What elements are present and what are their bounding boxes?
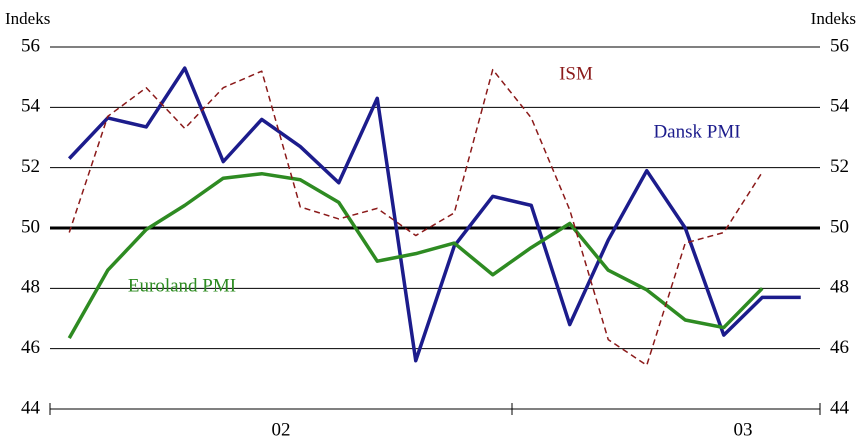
y2-tick-label: 48 bbox=[830, 277, 849, 298]
y-tick-label: 52 bbox=[21, 156, 40, 177]
y-tick-label: 56 bbox=[21, 35, 40, 56]
x-tick-label: 02 bbox=[272, 419, 291, 437]
series-label: ISM bbox=[559, 63, 593, 84]
x-tick-label: 03 bbox=[734, 419, 753, 437]
series-line bbox=[67, 66, 801, 363]
y-tick-label: 50 bbox=[21, 216, 40, 237]
y-tick-label: 46 bbox=[21, 337, 40, 358]
y-tick-label: 48 bbox=[21, 277, 40, 298]
y-tick-label: 54 bbox=[21, 96, 41, 117]
y2-tick-label: 46 bbox=[830, 337, 849, 358]
y2-tick-label: 50 bbox=[830, 216, 849, 237]
series-line bbox=[68, 68, 763, 367]
y-axis-title: Indeks bbox=[5, 9, 50, 28]
series-label: Dansk PMI bbox=[653, 121, 740, 142]
y2-tick-label: 52 bbox=[830, 156, 849, 177]
series-line bbox=[67, 171, 764, 339]
y2-tick-label: 44 bbox=[830, 397, 850, 418]
y2-tick-label: 54 bbox=[830, 96, 850, 117]
series-label: Euroland PMI bbox=[128, 275, 236, 296]
y-tick-label: 44 bbox=[21, 397, 41, 418]
y2-axis-title: Indeks bbox=[811, 9, 856, 28]
y2-tick-label: 56 bbox=[830, 35, 849, 56]
